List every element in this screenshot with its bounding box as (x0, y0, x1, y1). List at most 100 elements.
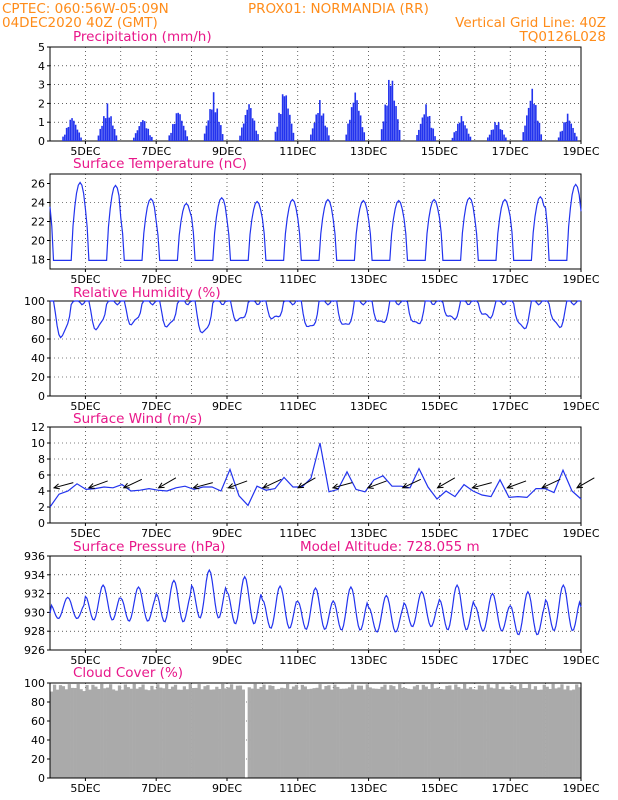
precipitation-bar (563, 122, 565, 141)
cloud-cover-bar (501, 686, 505, 778)
precipitation-bar (99, 128, 102, 141)
precipitation-bar (358, 110, 360, 141)
precipitation-bar (458, 122, 461, 141)
x-tick-label: 17DEC (492, 527, 529, 540)
precipitation-bar (250, 108, 252, 141)
y-tick-label: 60 (31, 715, 45, 728)
cloud-cover-bar (218, 688, 222, 778)
precipitation-bar (285, 95, 288, 141)
precipitation-bar (203, 133, 206, 141)
precipitation-bar (257, 134, 259, 141)
cloud-cover-bar (271, 685, 275, 778)
x-tick-label: 11DEC (279, 654, 316, 667)
precipitation-bar (221, 134, 224, 141)
precipitation-bar (113, 129, 116, 141)
x-tick-label: 7DEC (141, 273, 171, 286)
cloud-cover-bar (88, 689, 92, 778)
precipitation-bar (274, 131, 277, 141)
cloud-cover-bar (200, 689, 204, 778)
cloud-cover-bar (406, 688, 411, 778)
cloud-cover-bar (519, 684, 523, 778)
precipitation-bar (572, 127, 574, 141)
precipitation-bar (140, 121, 142, 141)
precipitation-bar (290, 123, 293, 141)
cloud-cover-bar (383, 684, 387, 778)
precipitation-bar (97, 135, 100, 141)
precipitation-bar (64, 134, 66, 141)
precipitation-bar (115, 135, 118, 141)
cloud-cover-bar (94, 686, 98, 778)
cloud-cover-bar (182, 686, 186, 778)
precipitation-bar (352, 102, 355, 141)
precipitation-bar (145, 128, 148, 141)
cloud-cover-panel: Cloud Cover (%) 0 20 40 60 80 100 5DEC 7DEC 9DEC… (24, 665, 600, 795)
precipitation-bar (101, 125, 103, 141)
y-tick-label: 3 (38, 79, 45, 92)
cloud-cover-bar (504, 689, 508, 778)
cloud-cover-bar (463, 683, 467, 778)
x-tick-label: 5DEC (70, 782, 100, 795)
cloud-cover-bar (522, 687, 526, 778)
y-tick-label: 926 (24, 644, 45, 657)
precipitation-bar (382, 121, 385, 141)
cloud-cover-bar (206, 685, 210, 778)
cloud-cover-bar (150, 685, 154, 778)
precipitation-bar (455, 130, 457, 141)
cloud-cover-bar (129, 688, 133, 778)
cloud-cover-bar (286, 684, 290, 778)
precipitation-bar (62, 136, 64, 141)
cloud-cover-bar (268, 685, 272, 778)
x-tick-label: 15DEC (421, 782, 458, 795)
cloud-cover-bar (209, 689, 213, 778)
wind-arrow-head (436, 482, 444, 489)
cloud-cover-bar (448, 685, 452, 778)
precipitation-bar (320, 115, 323, 141)
cloud-cover-bar (380, 686, 384, 778)
cloud-cover-bar (386, 689, 390, 778)
wind-arrow-head (576, 482, 584, 489)
temperature-panel: Surface Temperature (nC) 18 20 22 24 26 5DEC 7… (31, 156, 600, 286)
x-tick-label: 19DEC (562, 527, 599, 540)
y-tick-label: 4 (38, 60, 45, 73)
precipitation-bar (103, 116, 105, 141)
wind-speed-line (49, 442, 582, 508)
x-tick-label: 9DEC (212, 782, 242, 795)
precipitation-bar (386, 105, 388, 141)
x-tick-label: 17DEC (492, 145, 529, 158)
precipitation-bar (138, 126, 141, 141)
precipitation-bar (349, 119, 351, 141)
precipitation-bar (428, 116, 431, 141)
cloud-cover-bar (427, 689, 431, 778)
cloud-cover-bar (64, 689, 68, 778)
wind-arrow-head (52, 483, 60, 490)
precipitation-bar (170, 132, 172, 141)
wind-arrow (228, 480, 248, 489)
x-tick-label: 5DEC (70, 527, 100, 540)
cloud-cover-bar (85, 685, 89, 778)
x-tick-label: 7DEC (141, 400, 171, 413)
wind-arrow-head (366, 483, 374, 489)
wind-arrow (437, 477, 456, 489)
cloud-cover-bar (513, 686, 517, 778)
precipitation-bar (184, 130, 187, 141)
x-tick-label: 17DEC (492, 400, 529, 413)
cloud-cover-bar (421, 684, 425, 778)
wind-arrow (332, 482, 353, 489)
precipitation-bar (220, 125, 222, 141)
cloud-cover-bar (510, 685, 514, 778)
cloud-cover-bar (123, 684, 127, 778)
precipitation-bar (533, 103, 535, 141)
precipitation-bar (283, 96, 286, 141)
precipitation-bar (317, 113, 319, 141)
cloud-cover-bar (79, 689, 83, 778)
y-tick-label: 12 (31, 421, 45, 434)
cloud-cover-bar (259, 686, 263, 778)
wind-arrow (88, 480, 108, 489)
x-tick-label: 19DEC (562, 400, 599, 413)
precipitation-bar (466, 128, 468, 141)
cloud-cover-bar (176, 689, 181, 778)
cloud-cover-bar (173, 684, 178, 778)
precipitation-bar (356, 100, 358, 141)
precipitation-bar (253, 120, 256, 141)
cloud-cover-bar (492, 688, 496, 778)
